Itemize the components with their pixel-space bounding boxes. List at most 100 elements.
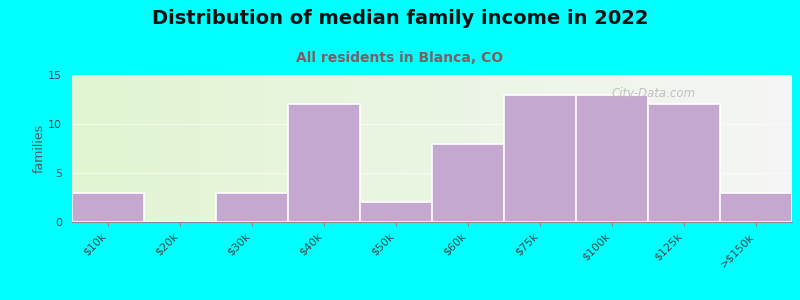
Bar <box>378 75 382 222</box>
Bar <box>198 75 202 222</box>
Bar <box>317 75 320 222</box>
Bar <box>576 75 579 222</box>
Bar <box>151 75 154 222</box>
Bar <box>590 75 594 222</box>
Bar <box>432 144 504 222</box>
Bar <box>468 75 472 222</box>
Bar <box>137 75 141 222</box>
Bar <box>223 75 227 222</box>
Bar <box>184 75 187 222</box>
Bar <box>478 75 482 222</box>
Bar <box>626 75 630 222</box>
Bar <box>774 75 778 222</box>
Bar <box>386 75 389 222</box>
Bar <box>118 75 122 222</box>
Bar <box>285 75 288 222</box>
Bar <box>410 75 414 222</box>
Bar <box>122 75 126 222</box>
Bar <box>353 75 357 222</box>
Bar <box>691 75 694 222</box>
Bar <box>166 75 170 222</box>
Bar <box>504 94 576 222</box>
Bar <box>288 104 360 222</box>
Bar <box>781 75 785 222</box>
Bar <box>227 75 230 222</box>
Bar <box>515 75 518 222</box>
Bar <box>144 75 147 222</box>
Bar <box>612 75 616 222</box>
Bar <box>709 75 713 222</box>
Bar <box>446 75 450 222</box>
Bar <box>655 75 659 222</box>
Bar <box>482 75 486 222</box>
Bar <box>501 75 504 222</box>
Bar <box>72 75 75 222</box>
Bar <box>389 75 392 222</box>
Bar <box>634 75 638 222</box>
Y-axis label: families: families <box>33 124 46 173</box>
Bar <box>443 75 446 222</box>
Bar <box>396 75 399 222</box>
Bar <box>176 75 180 222</box>
Bar <box>680 75 684 222</box>
Bar <box>295 75 299 222</box>
Bar <box>533 75 536 222</box>
Bar <box>320 75 324 222</box>
Text: City-Data.com: City-Data.com <box>612 87 696 100</box>
Bar <box>219 75 223 222</box>
Bar <box>540 75 544 222</box>
Bar <box>209 75 213 222</box>
Bar <box>497 75 501 222</box>
Bar <box>338 75 342 222</box>
Bar <box>662 75 666 222</box>
Bar <box>242 75 245 222</box>
Bar <box>504 75 507 222</box>
Bar <box>212 75 216 222</box>
Bar <box>363 75 367 222</box>
Bar <box>562 75 565 222</box>
Bar <box>717 75 720 222</box>
Bar <box>425 75 429 222</box>
Bar <box>767 75 770 222</box>
Bar <box>569 75 573 222</box>
Bar <box>429 75 432 222</box>
Bar <box>342 75 346 222</box>
Bar <box>360 75 363 222</box>
Bar <box>334 75 338 222</box>
Bar <box>367 75 371 222</box>
Bar <box>554 75 558 222</box>
Bar <box>605 75 608 222</box>
Bar <box>393 75 396 222</box>
Bar <box>630 75 634 222</box>
Bar <box>278 75 281 222</box>
Bar <box>75 75 79 222</box>
Bar <box>298 75 302 222</box>
Bar <box>439 75 443 222</box>
Bar <box>526 75 530 222</box>
Bar <box>670 75 673 222</box>
Bar <box>778 75 781 222</box>
Bar <box>371 75 374 222</box>
Text: Distribution of median family income in 2022: Distribution of median family income in … <box>152 9 648 28</box>
Bar <box>202 75 205 222</box>
Bar <box>645 75 648 222</box>
Bar <box>310 75 314 222</box>
Bar <box>537 75 540 222</box>
Bar <box>158 75 162 222</box>
Bar <box>490 75 493 222</box>
Bar <box>547 75 551 222</box>
Bar <box>403 75 407 222</box>
Bar <box>112 75 115 222</box>
Bar <box>493 75 497 222</box>
Bar <box>615 75 619 222</box>
Bar <box>302 75 306 222</box>
Bar <box>609 75 612 222</box>
Bar <box>763 75 766 222</box>
Bar <box>677 75 680 222</box>
Bar <box>191 75 194 222</box>
Bar <box>637 75 641 222</box>
Bar <box>450 75 454 222</box>
Bar <box>651 75 655 222</box>
Bar <box>454 75 457 222</box>
Bar <box>101 75 104 222</box>
